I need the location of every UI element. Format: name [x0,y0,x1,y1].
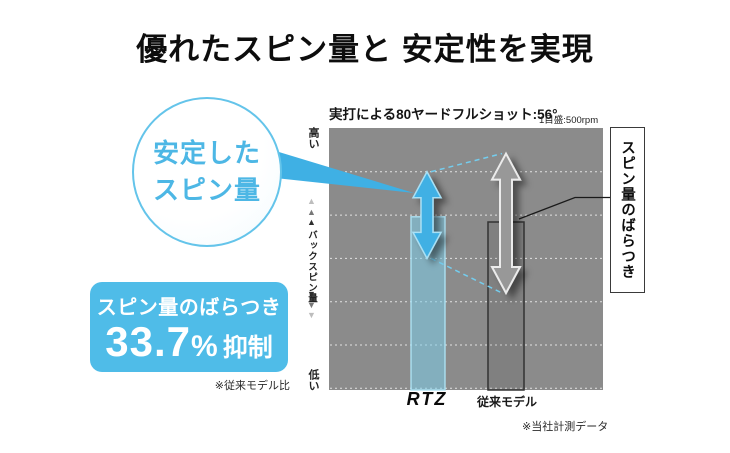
x-label-conventional: 従来モデル [476,395,537,409]
bubble-text-line1: 安定した [152,138,261,168]
up-arrow-icon: ▲ [307,206,316,217]
annotation-text: スピン量のばらつき [619,140,635,280]
stat-value-row: 33.7 % 抑制 [105,318,272,366]
chart-scale-note: 1目盛:500rpm [539,115,599,126]
y-axis-low-label: 低い [307,369,319,391]
annotation-callout-line [518,196,610,220]
measurement-footnote: ※当社計測データ [522,421,609,433]
range-connector-top [430,152,503,173]
y-axis-high-label: 高い [307,127,319,149]
bubble-text-line2: スピン量 [152,175,261,205]
range-arrow-conventional [490,151,522,296]
chart-header: 実打による80ヤードフルショット:56° [329,107,558,122]
down-arrow-icon: ▼ [307,289,316,299]
range-arrow-rtz [411,170,443,260]
page-title: 優れたスピン量と 安定性を実現 [136,32,594,67]
y-axis-up-arrows: ▲ ▲ ▲ [307,196,316,228]
stat-label: スピン量のばらつき [96,297,282,319]
stat-percent-sign: % [191,330,218,363]
stat-suffix: 抑制 [222,334,273,362]
range-connector-bottom [430,257,503,294]
stat-footnote: ※従来モデル比 [214,380,290,392]
stat-box: スピン量のばらつき 33.7 % 抑制 [90,282,288,372]
up-arrow-icon: ▲ [307,217,316,227]
stable-spin-bubble: 安定した スピン量 [132,97,282,247]
down-arrow-icon: ▼ [307,299,316,310]
stat-value: 33.7 [105,318,192,365]
chart-dynamic-layer [330,151,602,391]
y-axis-title: バックスピン量 [306,230,317,304]
down-arrow-icon: ▼ [307,310,316,320]
y-axis-down-arrows: ▼ ▼ ▼ [307,289,316,321]
up-arrow-icon: ▲ [307,196,316,206]
x-label-rtz-logo: RTZ [406,389,448,409]
bubble-pointer-wedge [266,149,414,193]
spin-variation-annotation-box: スピン量のばらつき [610,127,645,293]
plot-area [329,128,603,390]
